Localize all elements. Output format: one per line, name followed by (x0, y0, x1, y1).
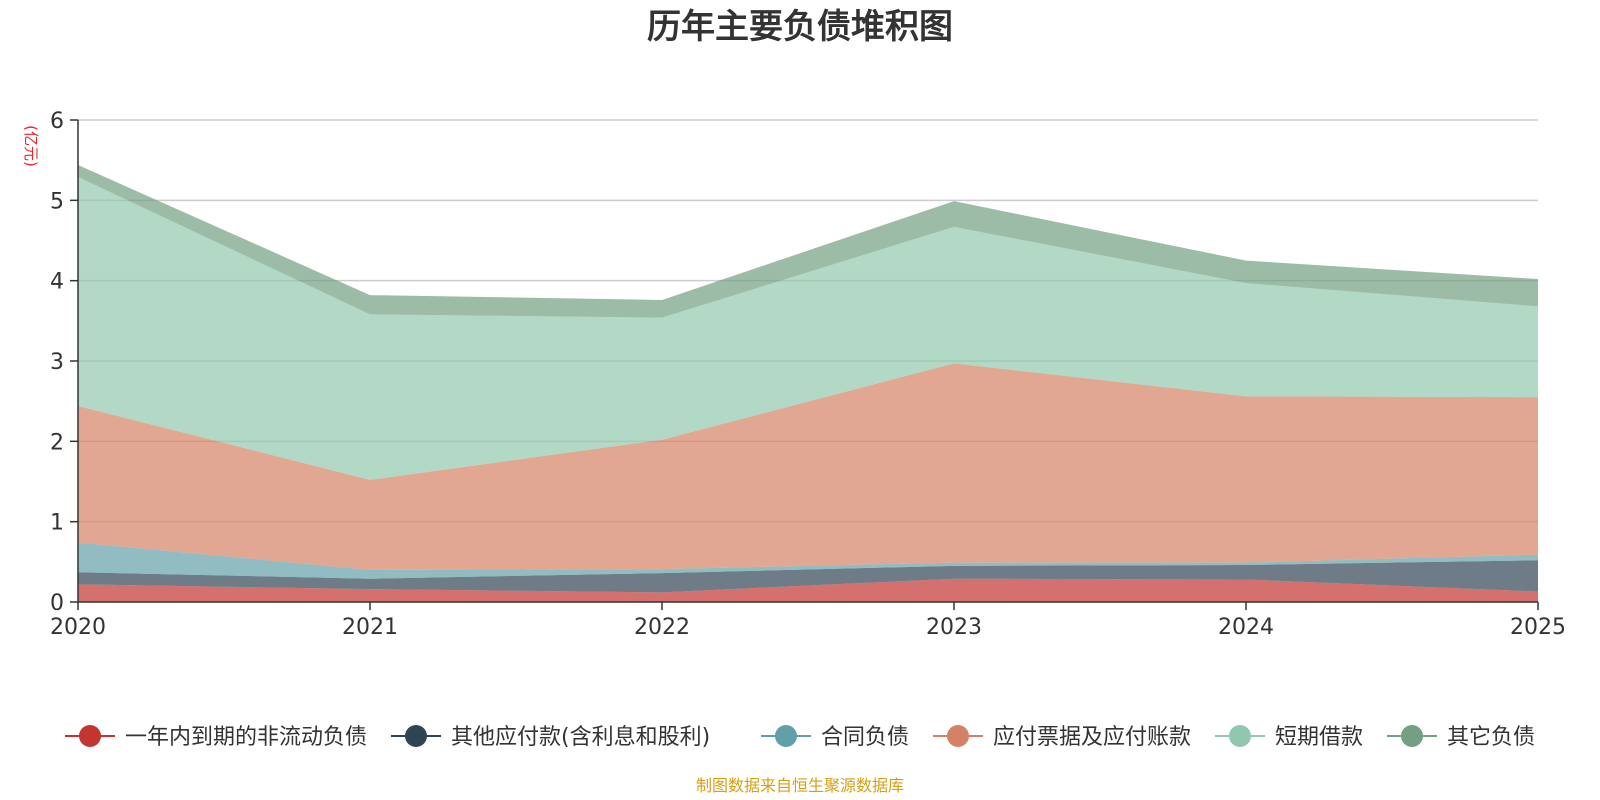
y-axis-unit: (亿元) (22, 125, 40, 167)
x-tick-label: 2022 (634, 615, 690, 640)
data-source-note: 制图数据来自恒生聚源数据库 (696, 776, 904, 795)
area-series (78, 164, 1538, 602)
legend-item[interactable]: 一年内到期的非流动负债 (65, 725, 367, 750)
legend-label: 短期借款 (1275, 725, 1363, 750)
area-2 (78, 560, 1538, 593)
y-tick-label: 1 (50, 511, 64, 536)
area-1 (78, 578, 1538, 602)
y-tick-label: 6 (50, 109, 64, 134)
y-tick-label: 2 (50, 430, 64, 455)
legend-marker (405, 725, 427, 747)
area-3 (78, 542, 1538, 579)
y-tick-label: 4 (50, 270, 64, 295)
x-tick-label: 2021 (342, 615, 398, 640)
x-tick-label: 2024 (1218, 615, 1274, 640)
y-tick-label: 0 (50, 591, 64, 616)
legend-label: 其他应付款(含利息和股利) (451, 725, 710, 750)
legend-label: 应付票据及应付账款 (993, 725, 1191, 750)
y-tick-label: 5 (50, 189, 64, 214)
legend-label: 其它负债 (1447, 725, 1535, 750)
x-tick-label: 2025 (1510, 615, 1566, 640)
legend-marker (1401, 725, 1423, 747)
legend-item[interactable]: 合同负债 (761, 725, 909, 750)
legend-marker (947, 725, 969, 747)
area-4 (78, 363, 1538, 570)
legend-item[interactable]: 其他应付款(含利息和股利) (391, 725, 710, 750)
x-tick-label: 2023 (926, 615, 982, 640)
legend-marker (775, 725, 797, 747)
chart-title: 历年主要负债堆积图 (647, 7, 953, 47)
legend-item[interactable]: 短期借款 (1215, 725, 1363, 750)
legend-label: 一年内到期的非流动负债 (125, 725, 367, 750)
area-5 (78, 177, 1538, 480)
legend-label: 合同负债 (821, 725, 909, 750)
legend-item[interactable]: 其它负债 (1387, 725, 1535, 750)
legend[interactable]: 一年内到期的非流动负债 其他应付款(含利息和股利) 合同负债 应付票据及应付账款 短期借… (65, 725, 1535, 750)
legend-marker (79, 725, 101, 747)
legend-marker (1229, 725, 1251, 747)
axes: 0 1 2 3 4 5 6 2020 2021 2022 2023 2024 2025 (50, 109, 1566, 640)
x-tick-label: 2020 (50, 615, 106, 640)
legend-item[interactable]: 应付票据及应付账款 (933, 725, 1191, 750)
y-tick-label: 3 (50, 350, 64, 375)
